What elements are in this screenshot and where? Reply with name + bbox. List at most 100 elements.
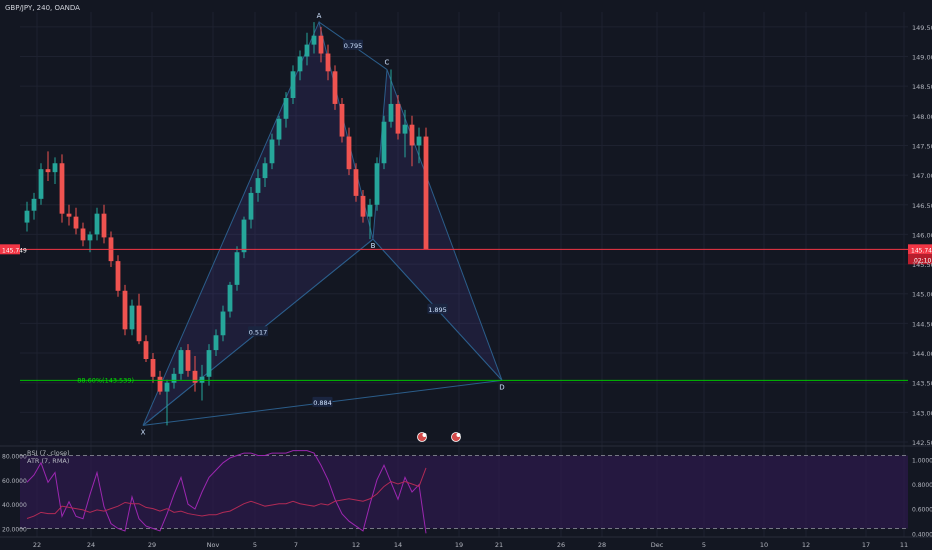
candles[interactable] [24,22,429,426]
price-tick-label: 149.000 [912,53,932,61]
candle-body [346,136,352,170]
axes: 149.500 149.000 148.500 148.000 147.500 147.0… [0,24,932,549]
candle-body [213,335,219,351]
candle-body [52,163,58,173]
ratio-label: 0.517 [249,328,268,336]
candle-body [185,350,191,371]
left-price-tag: 145.749 [2,247,27,254]
ratio-label: 1.895 [428,306,447,314]
candle-body [192,370,198,383]
candle-body [234,252,240,285]
price-tick-label: 144.500 [912,320,932,328]
rsi-band [20,455,908,529]
time-tick-label: Nov [207,541,220,549]
candle-body [367,204,373,217]
candle-body [402,124,408,134]
candle-body [206,350,212,377]
candle-body [24,210,30,223]
candle-body [297,56,303,72]
rsi-label: RSI (7, close) [27,449,70,457]
marker-icon [451,432,461,442]
rsi-tick-label: 20.0000 [2,526,27,533]
candle-body [374,163,380,205]
price-tag-bg [908,244,932,255]
candle-body [388,103,394,122]
candle-body [227,284,233,312]
ratio-label: 0.795 [344,42,363,50]
candle-body [143,341,149,359]
candle-body [423,136,429,250]
ratio-label-bg [343,39,363,50]
price-tick-label: 145.000 [912,291,932,299]
candle-body [38,169,44,199]
pattern-point-label: B [371,242,376,250]
time-tick-label: Dec [651,541,664,549]
candle-body [353,169,359,196]
candle-body [339,103,345,137]
pattern-point-label: C [385,59,390,67]
candle-body [73,216,79,229]
candle-body [395,103,401,134]
time-tick-label: 12 [352,541,360,549]
time-tick-label: 12 [802,541,810,549]
candle-body [311,35,317,45]
candle-body [66,213,72,217]
price-tag: 145.749 [911,247,932,254]
candle-body [136,305,142,342]
candle-body [150,358,156,377]
rsi-tick-label: 80.0000 [2,454,27,461]
pattern-point-label: D [499,383,504,391]
time-tick-label: 7 [294,541,298,549]
atr-tick-label: 0.6000 [912,507,932,514]
candle-body [220,311,226,336]
symbol-title: GBP/JPY, 240, OANDA [5,4,80,12]
grid-layer [20,12,908,537]
time-tick-label: 24 [87,541,95,549]
candle-body [31,198,37,211]
candle-body [381,121,387,164]
candle-body [87,234,93,241]
price-tick-label: 149.500 [912,24,932,32]
price-tick-label: 148.000 [912,113,932,121]
candle-body [241,219,247,253]
price-tick-label: 143.500 [912,380,932,388]
ratio-label-bg [427,303,448,314]
candle-body [45,169,51,173]
pattern-point-label: X [141,428,146,436]
marker-dot [422,433,427,437]
candle-body [164,382,170,392]
rsi-tick-label: 60.0000 [2,478,27,485]
atr-tick-label: 1.0000 [912,457,932,464]
left-price-tag-bg [0,244,20,255]
candle-body [304,44,310,57]
price-tick-label: 147.000 [912,172,932,180]
time-tick-label: 5 [702,541,706,549]
price-tick-label: 145.500 [912,261,932,269]
candle-body [171,373,177,383]
rsi-tick-label: 40.0000 [2,502,27,509]
countdown-tag: 02:10 [914,257,931,264]
candle-body [416,136,422,146]
price-tick-label: 146.500 [912,202,932,210]
candle-body [94,213,100,235]
candle-body [332,71,338,104]
candle-body [157,376,163,392]
atr-label: ATR (7, RMA) [27,457,69,465]
candle-body [360,195,366,217]
time-tick-label: 10 [760,541,768,549]
price-tick-label: 147.500 [912,142,932,150]
candle-body [199,376,205,383]
rsi-line [26,450,427,534]
candle-body [129,305,135,330]
time-tick-label: 22 [33,541,41,549]
marker-dot [456,433,461,437]
fib-level-label: 88.60%(143.539) [77,376,134,384]
candle-body [255,178,261,193]
candle-body [269,139,275,164]
candle-body [178,350,184,374]
candle-body [318,35,324,54]
time-tick-label: 11 [900,541,908,549]
candle-body [325,53,331,72]
price-tick-label: 148.500 [912,83,932,91]
